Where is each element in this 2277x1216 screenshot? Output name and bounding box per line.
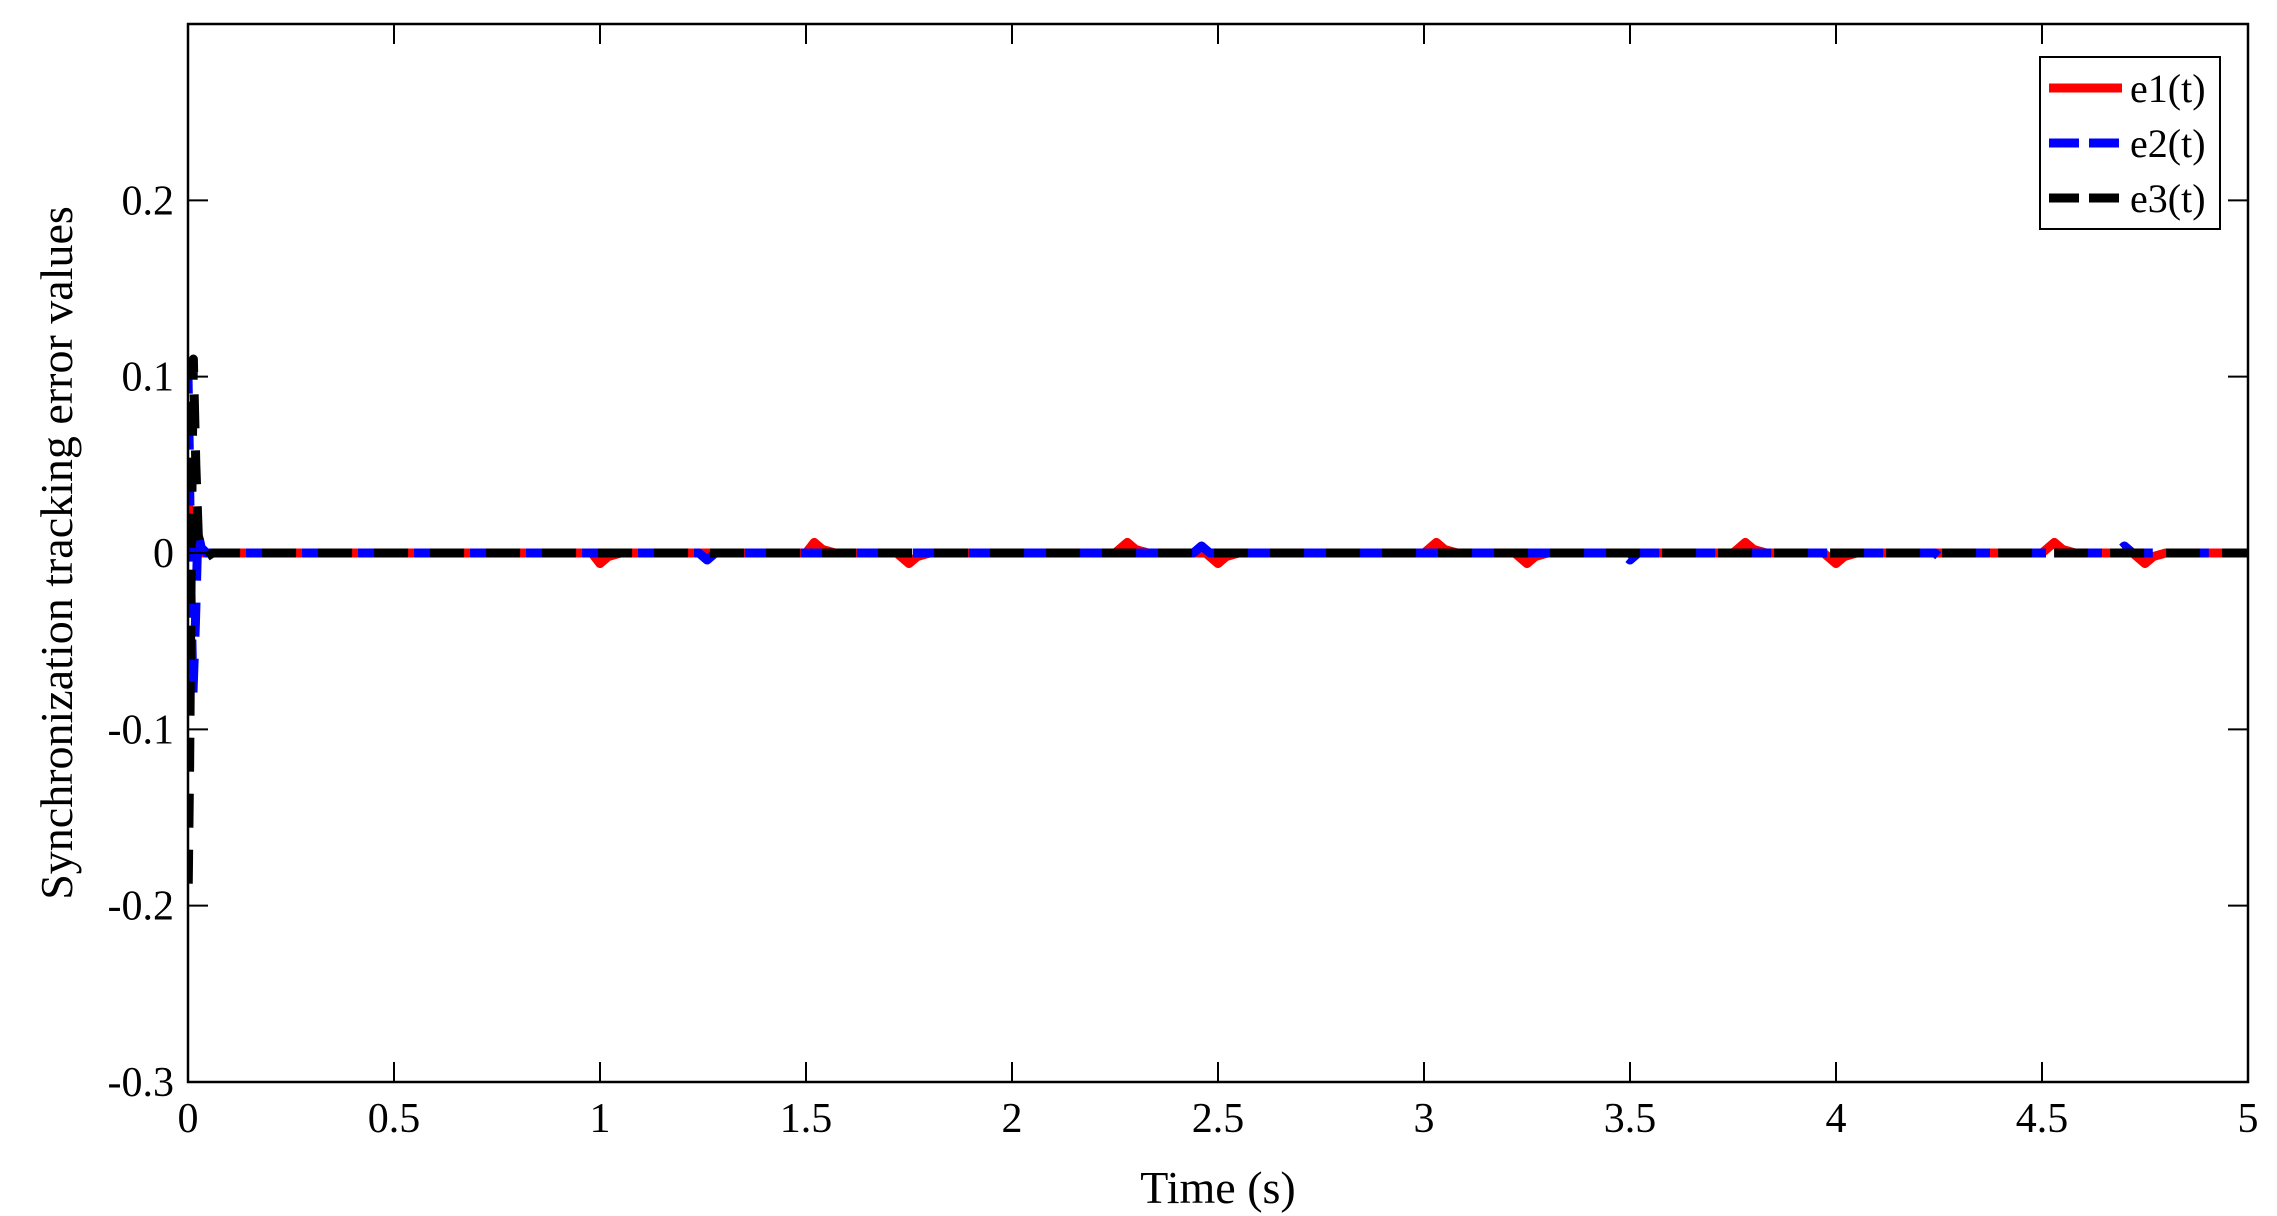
x-tick-label: 5 (2238, 1096, 2259, 1142)
y-tick-label: -0.3 (108, 1060, 175, 1106)
y-tick-label: -0.1 (108, 707, 175, 753)
y-tick-label: 0.1 (122, 355, 175, 401)
y-tick-label: 0.2 (122, 178, 175, 224)
series-line-e3 (188, 354, 2248, 906)
y-tick-label: -0.2 (108, 884, 175, 930)
series-layer (188, 354, 2248, 906)
legend-label-e2: e2(t) (2130, 121, 2206, 166)
legend-label-e3: e3(t) (2130, 176, 2206, 221)
series-line-e2 (188, 376, 2248, 699)
x-tick-label: 0.5 (368, 1096, 421, 1142)
x-tick-label: 2 (1002, 1096, 1023, 1142)
x-tick-label: 3.5 (1604, 1096, 1657, 1142)
x-tick-label: 0 (178, 1096, 199, 1142)
x-tick-label: 1.5 (780, 1096, 833, 1142)
y-axis-label: Synchronization tracking error values (31, 206, 82, 900)
x-tick-label: 1 (590, 1096, 611, 1142)
x-axis-label: Time (s) (1140, 1162, 1296, 1213)
x-tick-label: 3 (1414, 1096, 1435, 1142)
x-tick-label: 4.5 (2016, 1096, 2069, 1142)
legend-label-e1: e1(t) (2130, 66, 2206, 111)
legend: e1(t) e2(t) e3(t) (2039, 56, 2221, 230)
y-tick-label: 0 (153, 531, 174, 577)
x-tick-label: 4 (1826, 1096, 1847, 1142)
x-tick-label: 2.5 (1192, 1096, 1245, 1142)
tick-layer: 0 0.5 1 1.5 2 2.5 3 3.5 4 4.5 5 -0.3 -0.2 -0.1 0 0.1 0.2 (108, 24, 2259, 1142)
